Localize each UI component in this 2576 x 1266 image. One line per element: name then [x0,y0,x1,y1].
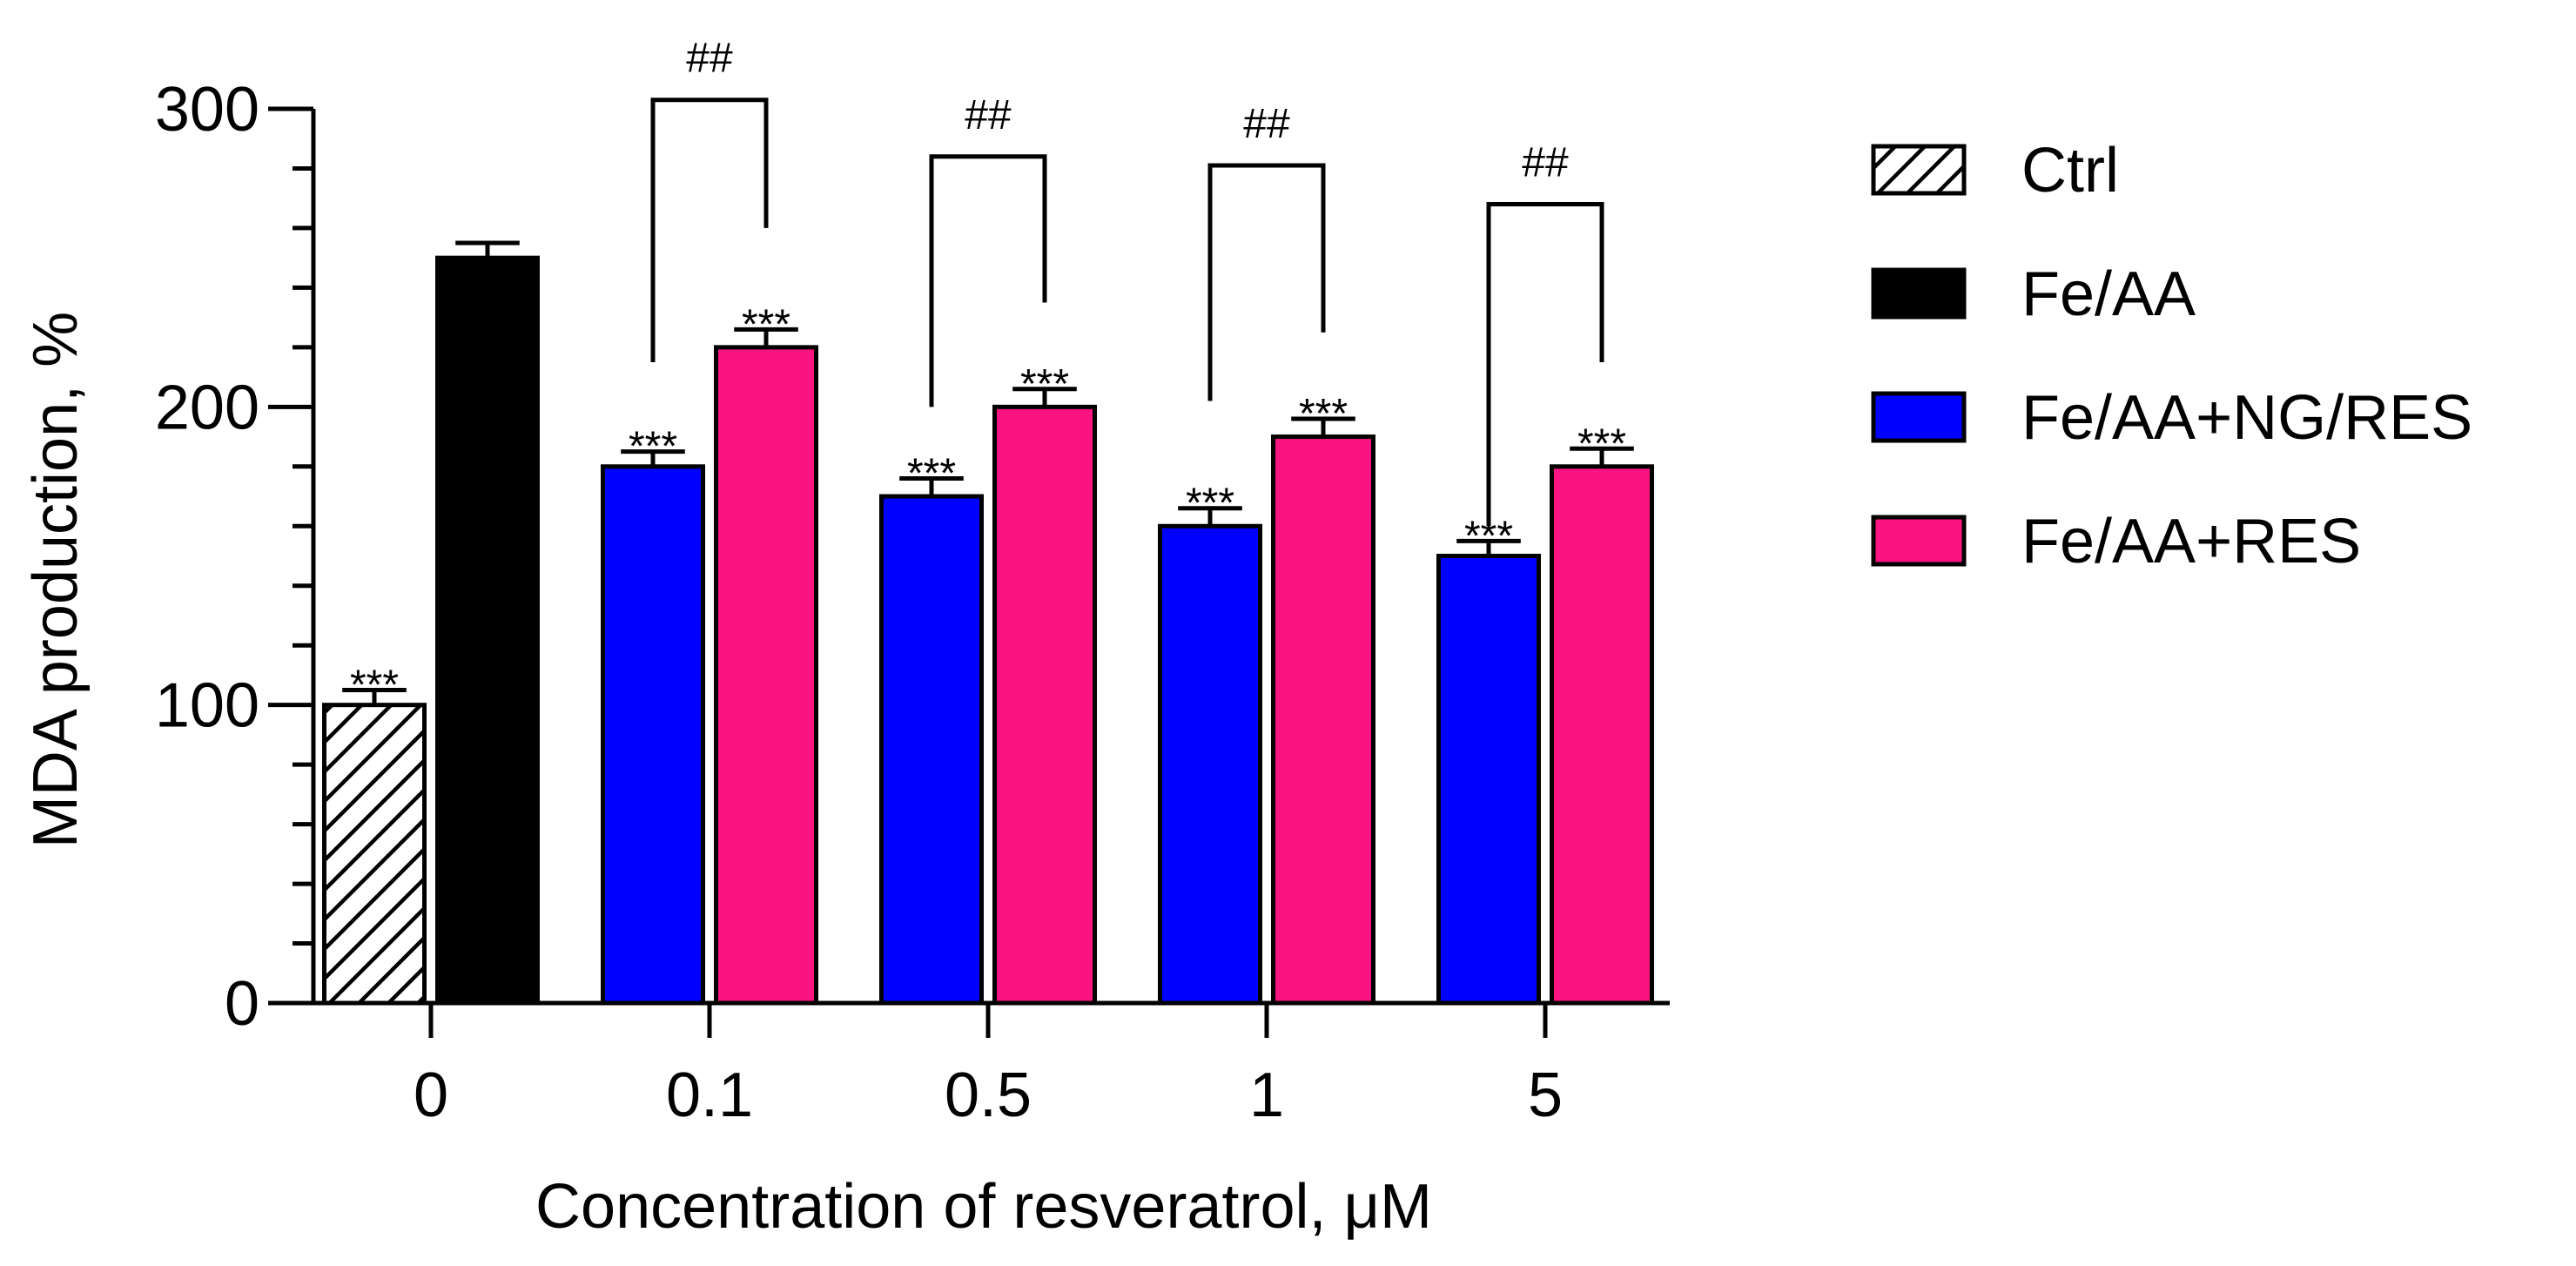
comparison-bracket [1207,163,1326,401]
comparison-bracket [650,98,769,362]
significance-label: *** [1299,391,1348,437]
comparison-bracket [929,154,1047,407]
legend-swatch [1871,267,1967,320]
y-axis-label: MDA production, % [21,312,91,848]
bar [322,703,427,1006]
bar [879,494,984,1006]
x-axis-label: Concentration of resveratrol, μM [535,1172,1432,1242]
comparison-label: ## [965,92,1012,138]
x-tick-label: 1 [1249,1061,1284,1130]
legend-label: Fe/AA+NG/RES [2021,383,2472,453]
x-tick-label: 5 [1528,1061,1563,1130]
y-tick-label: 300 [155,75,259,145]
significance-label: *** [907,450,956,496]
bars-layer [322,240,1654,1006]
legend-label: Fe/AA+RES [2021,507,2361,576]
comparison-bracket [1486,202,1604,527]
y-tick-label: 0 [225,969,259,1039]
x-tick-label: 0.1 [666,1061,753,1130]
significance-label: *** [629,424,677,470]
bar [1436,554,1541,1006]
legend-label: Ctrl [2021,136,2119,205]
legend-swatch [1871,391,1967,443]
significance-label: *** [1186,481,1234,527]
significance-label: *** [742,301,790,347]
bar [435,255,540,1006]
bar [1550,464,1654,1006]
y-tick-label: 100 [155,671,259,741]
comparison-label: ## [686,36,733,82]
significance-label: *** [1020,361,1069,407]
comparison-label: ## [1522,140,1569,186]
legend: Ctrl Fe/AA Fe/AA+NG/RES Fe/AA+RES [1871,136,2472,576]
x-tick-label: 0 [414,1061,448,1130]
comparison-label: ## [1243,101,1290,147]
axes-layer: 0 100 200 300 0 0.1 0.5 1 5 [155,75,1670,1130]
bar [992,404,1097,1006]
bar [1271,434,1375,1006]
bar [601,464,705,1006]
legend-label: Fe/AA [2021,259,2196,329]
bar [714,345,818,1006]
significance-label: *** [350,663,399,709]
x-tick-label: 0.5 [945,1061,1032,1130]
legend-swatch [1871,144,1967,196]
significance-label: *** [1577,421,1626,467]
annotations-layer: ***************************#### #### [350,36,1626,709]
bar [1158,523,1262,1006]
legend-swatch [1871,515,1967,567]
y-tick-label: 200 [155,373,259,442]
